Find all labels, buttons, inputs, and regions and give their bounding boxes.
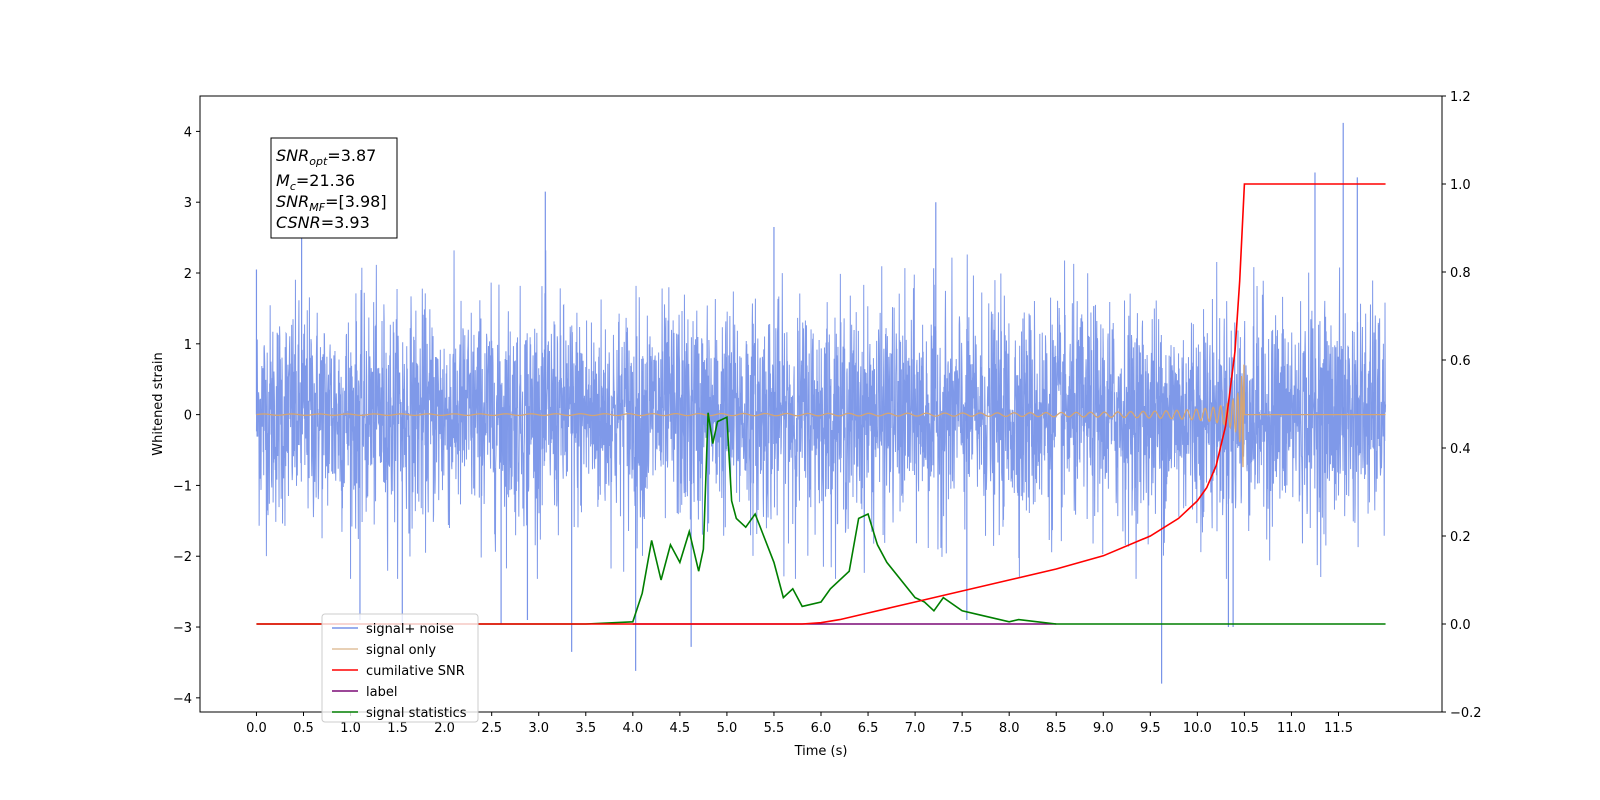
y-right-tick-label: −0.2 xyxy=(1450,706,1482,721)
y-right-tick-label: 1.2 xyxy=(1450,90,1471,105)
x-tick-label: 11.5 xyxy=(1324,721,1353,736)
y-right-tick-label: 0.6 xyxy=(1450,354,1471,369)
legend-entry: signal statistics xyxy=(366,706,467,721)
x-tick-label: 6.5 xyxy=(858,721,879,736)
y-right-tick-label: 0.2 xyxy=(1450,530,1471,545)
x-tick-label: 8.5 xyxy=(1046,721,1067,736)
legend: signal+ noise signal only cumilative SNR la… xyxy=(321,613,479,723)
y-left-tick-label: 3 xyxy=(184,196,192,211)
x-tick-label: 5.0 xyxy=(717,721,738,736)
plot-area xyxy=(255,122,1387,684)
y-left-tick-label: 0 xyxy=(184,409,192,424)
x-tick-label: 2.0 xyxy=(434,721,455,736)
series-signal-statistics xyxy=(256,412,1386,625)
x-tick-label: 0.0 xyxy=(246,721,267,736)
legend-frame xyxy=(321,613,479,723)
y-left-tick-label: 2 xyxy=(184,267,192,282)
annotation-csnr: CSNR=3.93 xyxy=(276,213,370,232)
y-left-tick-label: −1 xyxy=(173,479,192,494)
x-tick-label: 11.0 xyxy=(1277,721,1306,736)
y-axis-label: Whitened strain xyxy=(151,352,166,455)
y-right-tick-label: 0.8 xyxy=(1450,266,1471,281)
x-tick-label: 5.5 xyxy=(764,721,785,736)
x-tick-label: 1.0 xyxy=(340,721,361,736)
y-left-tick-label: −3 xyxy=(173,621,192,636)
y-left-tick-label: −4 xyxy=(173,692,192,707)
series-cumulative-snr xyxy=(256,183,1386,625)
x-tick-label: 9.0 xyxy=(1093,721,1114,736)
x-tick-label: 1.5 xyxy=(387,721,408,736)
annotation-box: SNRopt=3.87 Mc=21.36 SNRMF=[3.98] CSNR=3… xyxy=(270,137,398,239)
legend-entry: signal+ noise xyxy=(366,622,454,637)
legend-entry: label xyxy=(366,685,397,700)
x-tick-label: 10.0 xyxy=(1183,721,1212,736)
x-tick-label: 8.0 xyxy=(999,721,1020,736)
annotation-snr-opt: SNRopt=3.87 xyxy=(276,146,376,168)
x-tick-label: 0.5 xyxy=(293,721,314,736)
y-right-tick-label: 0.0 xyxy=(1450,618,1471,633)
x-tick-label: 2.5 xyxy=(481,721,502,736)
annotation-mc: Mc=21.36 xyxy=(276,171,355,193)
legend-entry: signal only xyxy=(366,643,436,658)
x-tick-label: 3.0 xyxy=(528,721,549,736)
annotation-snr-mf: SNRMF=[3.98] xyxy=(276,192,387,214)
y-left-tick-label: 1 xyxy=(184,338,192,353)
x-tick-label: 3.5 xyxy=(575,721,596,736)
y-right-tick-label: 0.4 xyxy=(1450,442,1471,457)
x-tick-label: 10.5 xyxy=(1230,721,1259,736)
x-axis-label: Time (s) xyxy=(794,744,848,759)
y-left-tick-label: 4 xyxy=(184,125,192,140)
x-tick-label: 9.5 xyxy=(1140,721,1161,736)
y-right-tick-label: 1.0 xyxy=(1450,178,1471,193)
x-tick-label: 7.5 xyxy=(952,721,973,736)
x-tick-label: 7.0 xyxy=(905,721,926,736)
x-tick-label: 4.5 xyxy=(670,721,691,736)
x-tick-label: 6.0 xyxy=(811,721,832,736)
tick-layer: 0.0 0.5 1.0 1.5 2.0 2.5 3.0 3.5 4.0 4.5 5.0 5.5 6.0 6… xyxy=(173,90,1482,736)
y-left-tick-label: −2 xyxy=(173,550,192,565)
series-signal-noise xyxy=(255,250,1387,579)
x-tick-label: 4.0 xyxy=(622,721,643,736)
series-signal-only xyxy=(256,364,1386,468)
legend-entry: cumilative SNR xyxy=(366,664,465,679)
